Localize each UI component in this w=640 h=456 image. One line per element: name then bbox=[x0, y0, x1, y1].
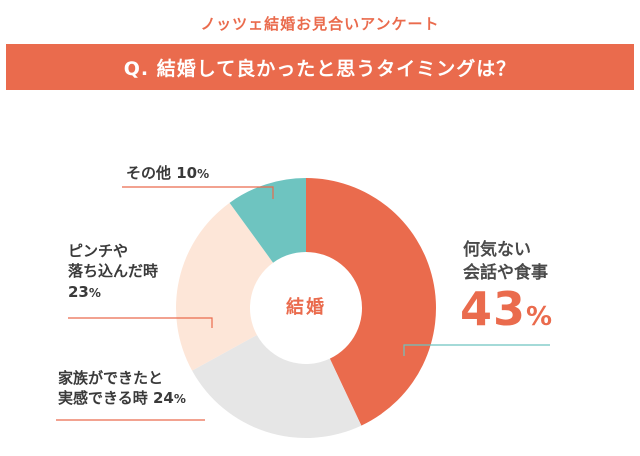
slice-label-other: その他 10% bbox=[126, 163, 209, 183]
slice-label-family: 家族ができたと 実感できる時 24% bbox=[58, 368, 186, 409]
slice-unit-meal: % bbox=[526, 302, 553, 332]
slice-value-family: 24 bbox=[152, 389, 174, 408]
slice-pinch bbox=[176, 202, 274, 371]
slice-label-pinch-line1: ピンチや bbox=[68, 242, 129, 260]
slice-value-meal-large: 43% bbox=[460, 282, 552, 336]
slice-label-other-text: その他 bbox=[126, 164, 172, 182]
question-text: Q. 結婚して良かったと思うタイミングは？ bbox=[123, 57, 517, 80]
slice-label-meal-line2: 会話や食事 bbox=[463, 262, 548, 283]
slice-value-pinch: 23 bbox=[68, 282, 89, 301]
slice-label-meal-line1: 何気ない bbox=[463, 240, 531, 260]
leader-line-other bbox=[122, 186, 274, 199]
slice-label-pinch: ピンチや 落ち込んだ時 23% bbox=[68, 241, 158, 302]
leader-line-pinch bbox=[68, 317, 213, 328]
survey-title: ノッツェ結婚お見合いアンケート bbox=[200, 15, 440, 33]
leader-lines bbox=[56, 186, 550, 421]
slice-value-meal: 43 bbox=[460, 282, 527, 336]
slice-label-pinch-line2: 落ち込んだ時 bbox=[68, 262, 159, 281]
slice-unit-other: % bbox=[197, 167, 210, 181]
slice-meal bbox=[306, 178, 436, 426]
slice-unit-pinch: % bbox=[88, 285, 101, 300]
slice-label-family-line1: 家族ができたと bbox=[58, 369, 164, 387]
slice-value-other: 10 bbox=[176, 164, 198, 182]
donut-slices bbox=[176, 178, 436, 438]
question-banner: Q. 結婚して良かったと思うタイミングは？ bbox=[6, 44, 634, 90]
slice-family bbox=[192, 334, 362, 438]
slice-other bbox=[229, 178, 306, 263]
slice-label-family-line2: 実感できる時 bbox=[58, 389, 148, 408]
leader-line-meal bbox=[403, 344, 550, 356]
center-label: 結婚 bbox=[286, 297, 326, 318]
slice-unit-family: % bbox=[173, 392, 186, 407]
slice-label-meal: 何気ない 会話や食事 bbox=[463, 239, 548, 285]
